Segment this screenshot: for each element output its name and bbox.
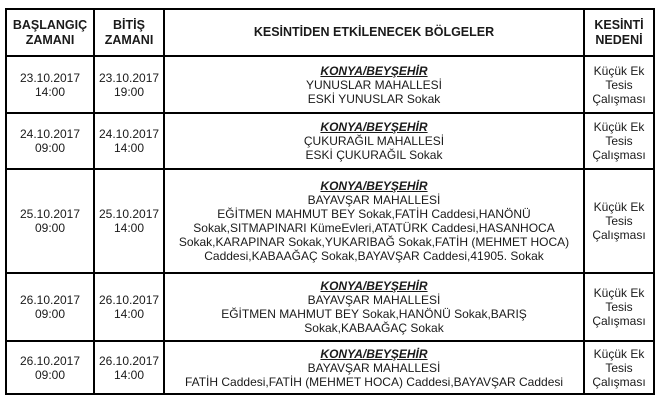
end-date: 24.10.2017 <box>99 127 160 141</box>
city-label: KONYA/BEYŞEHİR <box>320 179 428 193</box>
start-cell: 26.10.2017 09:00 <box>5 340 95 395</box>
city-label: KONYA/BEYŞEHİR <box>320 346 428 361</box>
end-time: 14:00 <box>113 141 145 155</box>
header-start-time: BAŞLANGIÇ ZAMANI <box>5 8 95 57</box>
table-row: 23.10.2017 14:00 23.10.2017 19:00 KONYA/… <box>5 55 655 114</box>
cause-cell: Küçük Ek Tesis Çalışması <box>583 340 655 395</box>
district-label: ÇUKURAĞIL MAHALLESİ <box>303 134 445 148</box>
end-time: 19:00 <box>113 84 145 99</box>
start-date: 23.10.2017 <box>19 70 81 85</box>
area-cell: KONYA/BEYŞEHİR ÇUKURAĞIL MAHALLESİ ESKİ … <box>163 112 585 170</box>
end-time: 14:00 <box>113 367 145 382</box>
cause-cell: Küçük Ek Tesis Çalışması <box>583 272 655 342</box>
end-time: 14:00 <box>113 307 145 321</box>
start-date: 24.10.2017 <box>19 127 81 141</box>
end-date: 26.10.2017 <box>99 353 160 368</box>
start-date: 26.10.2017 <box>19 353 81 368</box>
cause-cell: Küçük Ek Tesis Çalışması <box>583 55 655 114</box>
district-label: BAYAVŞAR MAHALLESİ <box>307 293 441 307</box>
area-cell: KONYA/BEYŞEHİR YUNUSLAR MAHALLESİ ESKİ Y… <box>163 55 585 114</box>
end-cell: 26.10.2017 14:00 <box>93 272 165 342</box>
start-cell: 25.10.2017 09:00 <box>5 168 95 274</box>
start-cell: 24.10.2017 09:00 <box>5 112 95 170</box>
start-cell: 26.10.2017 09:00 <box>5 272 95 342</box>
table-row: 25.10.2017 09:00 25.10.2017 14:00 KONYA/… <box>5 168 655 274</box>
streets-label: FATİH Caddesi,FATİH (MEHMET HOCA) Caddes… <box>184 374 564 389</box>
start-date: 25.10.2017 <box>19 207 81 221</box>
end-cell: 26.10.2017 14:00 <box>93 340 165 395</box>
area-cell: KONYA/BEYŞEHİR BAYAVŞAR MAHALLESİ EĞİTME… <box>163 168 585 274</box>
cause-cell: Küçük Ek Tesis Çalışması <box>583 168 655 274</box>
table-row: 26.10.2017 09:00 26.10.2017 14:00 KONYA/… <box>5 272 655 342</box>
end-date: 23.10.2017 <box>99 70 160 85</box>
start-time: 09:00 <box>34 221 66 235</box>
start-time: 09:00 <box>34 141 66 155</box>
end-date: 26.10.2017 <box>99 293 160 307</box>
table-row: 26.10.2017 09:00 26.10.2017 14:00 KONYA/… <box>5 340 655 395</box>
table-row: 24.10.2017 09:00 24.10.2017 14:00 KONYA/… <box>5 112 655 170</box>
start-time: 14:00 <box>34 84 66 99</box>
end-date: 25.10.2017 <box>99 207 160 221</box>
area-cell: KONYA/BEYŞEHİR BAYAVŞAR MAHALLESİ FATİH … <box>163 340 585 395</box>
start-cell: 23.10.2017 14:00 <box>5 55 95 114</box>
streets-label: EĞİTMEN MAHMUT BEY Sokak,HANÖNÜ Sokak,BA… <box>221 307 527 335</box>
end-cell: 24.10.2017 14:00 <box>93 112 165 170</box>
header-end-time: BİTİŞ ZAMANI <box>93 8 165 57</box>
streets-label: ESKİ ÇUKURAĞIL Sokak <box>305 148 443 162</box>
end-cell: 25.10.2017 14:00 <box>93 168 165 274</box>
city-label: KONYA/BEYŞEHİR <box>320 120 428 134</box>
header-affected-areas: KESİNTİDEN ETKİLENECEK BÖLGELER <box>163 8 585 57</box>
area-cell: KONYA/BEYŞEHİR BAYAVŞAR MAHALLESİ EĞİTME… <box>163 272 585 342</box>
table-header-row: BAŞLANGIÇ ZAMANI BİTİŞ ZAMANI KESİNTİDEN… <box>5 8 655 57</box>
district-label: BAYAVŞAR MAHALLESİ <box>307 193 441 207</box>
start-date: 26.10.2017 <box>19 293 81 307</box>
end-time: 14:00 <box>113 221 145 235</box>
city-label: KONYA/BEYŞEHİR <box>320 63 428 78</box>
streets-label: EĞİTMEN MAHMUT BEY Sokak,FATİH Caddesi,H… <box>178 207 570 263</box>
district-label: YUNUSLAR MAHALLESİ <box>305 77 443 92</box>
city-label: KONYA/BEYŞEHİR <box>320 279 428 293</box>
streets-label: ESKİ YUNUSLAR Sokak <box>307 91 441 106</box>
start-time: 09:00 <box>34 307 66 321</box>
header-outage-cause: KESİNTİ NEDENİ <box>583 8 655 57</box>
end-cell: 23.10.2017 19:00 <box>93 55 165 114</box>
cause-cell: Küçük Ek Tesis Çalışması <box>583 112 655 170</box>
district-label: BAYAVŞAR MAHALLESİ <box>307 360 441 375</box>
start-time: 09:00 <box>34 367 66 382</box>
outage-schedule-table: BAŞLANGIÇ ZAMANI BİTİŞ ZAMANI KESİNTİDEN… <box>5 8 655 395</box>
